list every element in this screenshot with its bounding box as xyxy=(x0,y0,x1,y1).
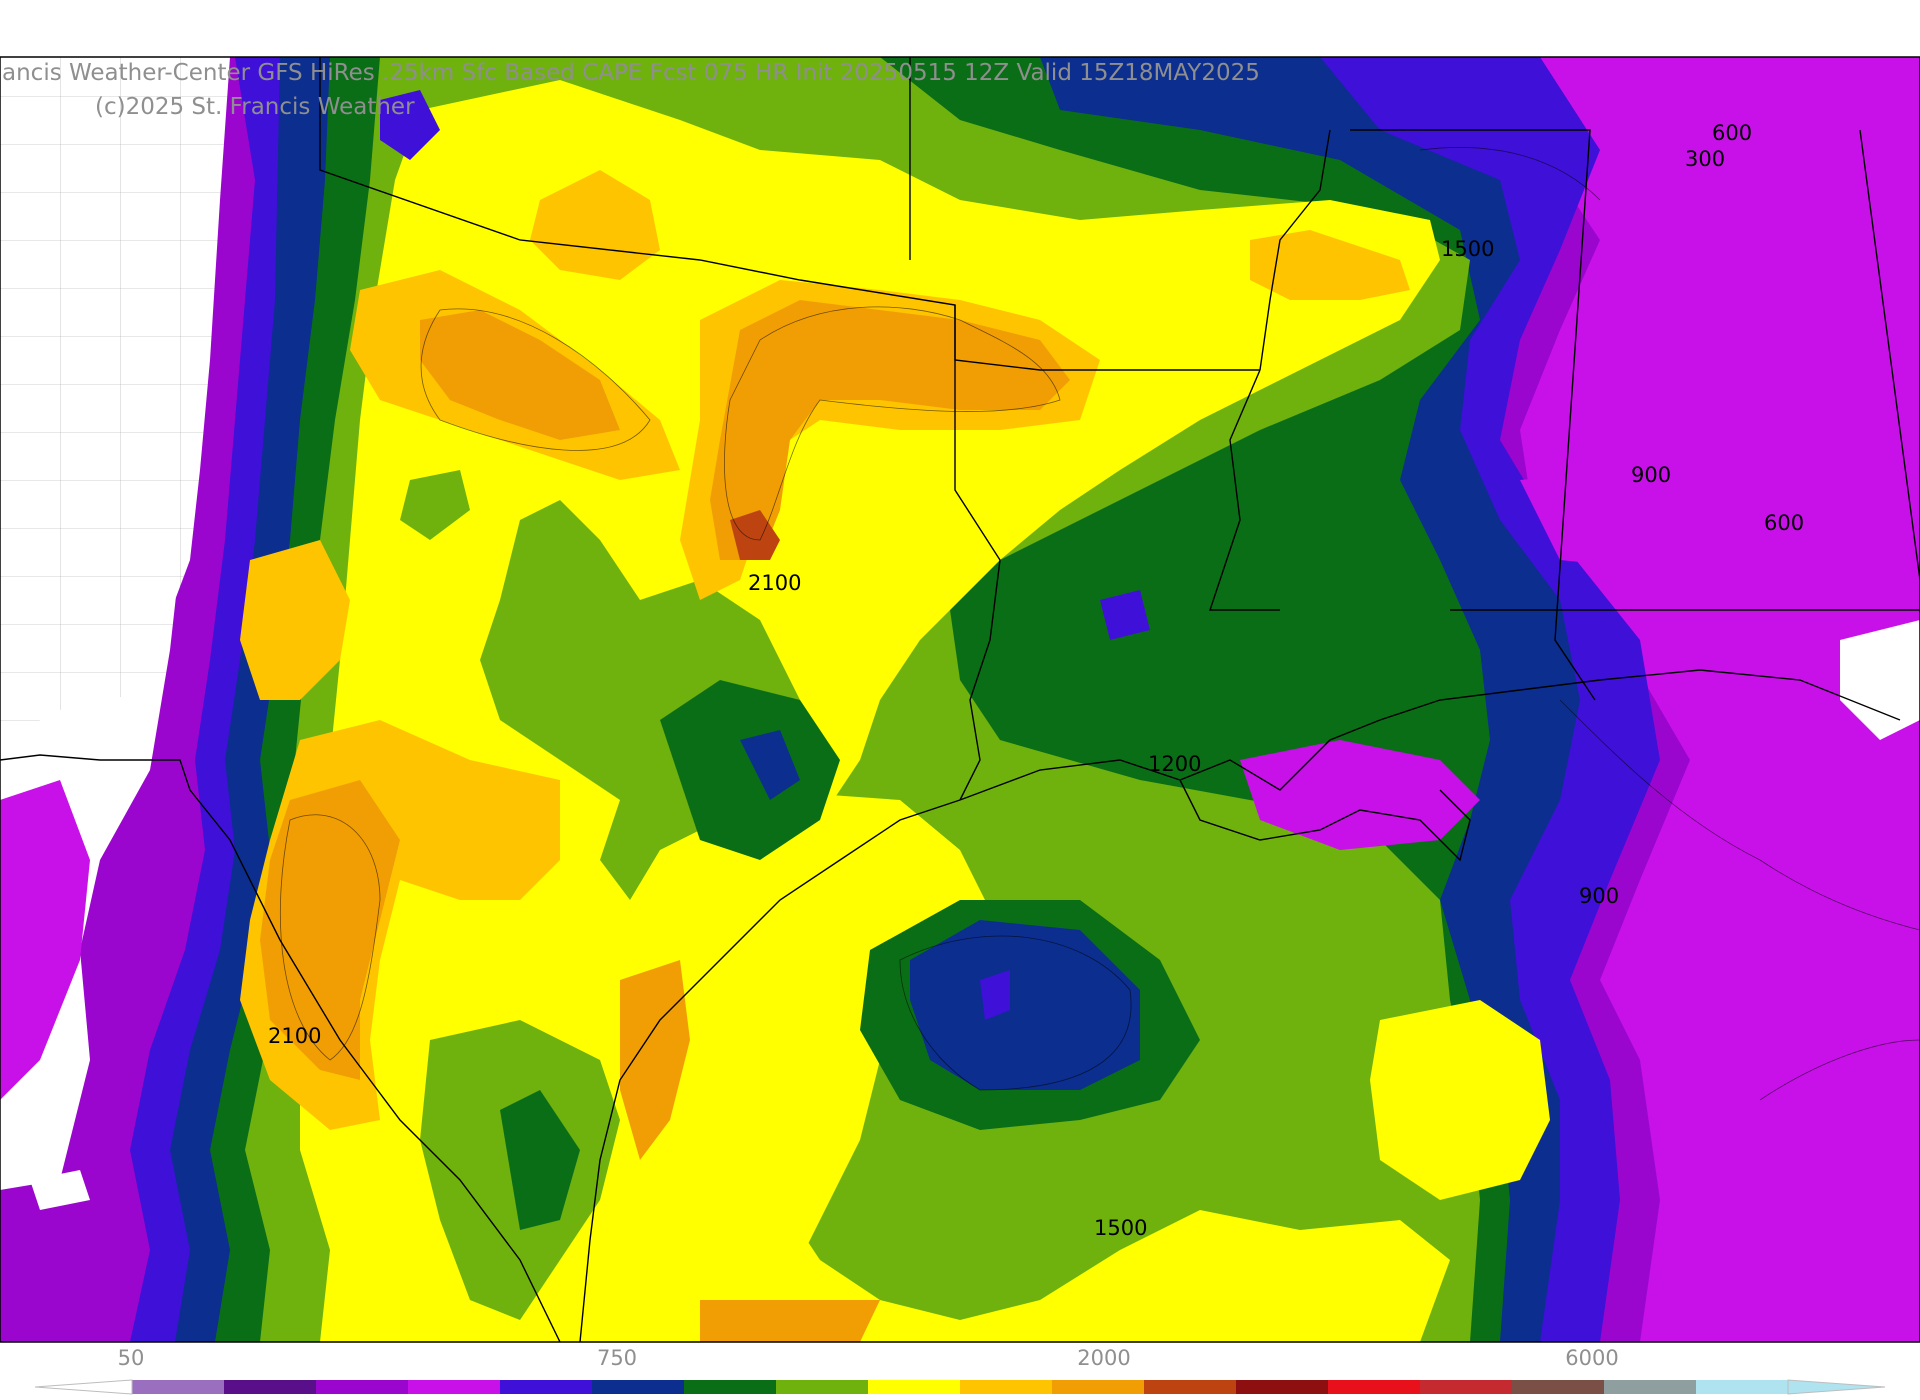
colorbar-cell xyxy=(316,1380,409,1394)
contour-label: 2100 xyxy=(268,1024,321,1048)
colorbar-cell xyxy=(1144,1380,1237,1394)
colorbar-label: 750 xyxy=(597,1346,637,1370)
contour-label: 1200 xyxy=(1148,752,1201,776)
colorbar-label: 50 xyxy=(118,1346,145,1370)
colorbar-cell xyxy=(684,1380,777,1394)
contour-label: 2100 xyxy=(748,571,801,595)
colorbar-cell xyxy=(1512,1380,1605,1394)
colorbar-cell xyxy=(408,1380,501,1394)
state-boundaries xyxy=(0,57,1920,1342)
contour-labels: 2100 2100 1500 600 300 900 600 1200 900 … xyxy=(268,121,1804,1240)
colorbar-cell xyxy=(1696,1380,1789,1394)
colorbar-cell xyxy=(500,1380,593,1394)
contour-label: 900 xyxy=(1631,463,1671,487)
cape-contour-lines xyxy=(279,147,1920,1101)
colorbar: 50 750 2000 6000 xyxy=(34,1346,1886,1395)
colorbar-label: 2000 xyxy=(1077,1346,1130,1370)
colorbar-cell xyxy=(776,1380,869,1394)
map-title: ancis Weather-Center GFS HiRes .25km Sfc… xyxy=(2,60,1260,86)
contour-label: 600 xyxy=(1764,511,1804,535)
colorbar-cell xyxy=(868,1380,961,1394)
contour-label: 1500 xyxy=(1094,1216,1147,1240)
contour-label: 900 xyxy=(1579,884,1619,908)
colorbar-cell xyxy=(1052,1380,1145,1394)
colorbar-label: 6000 xyxy=(1565,1346,1618,1370)
colorbar-cell xyxy=(132,1380,225,1394)
map-frame xyxy=(0,56,1920,1343)
colorbar-cell xyxy=(1604,1380,1697,1394)
contour-label: 600 xyxy=(1712,121,1752,145)
colorbar-cell xyxy=(1236,1380,1329,1394)
map-credit: (c)2025 St. Francis Weather xyxy=(95,94,415,120)
colorbar-left-arrow xyxy=(34,1379,133,1395)
contour-label: 300 xyxy=(1685,147,1725,171)
cape-fill-field xyxy=(0,57,1920,1342)
colorbar-cell xyxy=(1328,1380,1421,1394)
colorbar-cell xyxy=(592,1380,685,1394)
colorbar-cell xyxy=(224,1380,317,1394)
contour-label: 1500 xyxy=(1441,237,1494,261)
colorbar-cell xyxy=(960,1380,1053,1394)
colorbar-cell xyxy=(1420,1380,1513,1394)
colorbar-right-arrow xyxy=(1787,1379,1886,1395)
